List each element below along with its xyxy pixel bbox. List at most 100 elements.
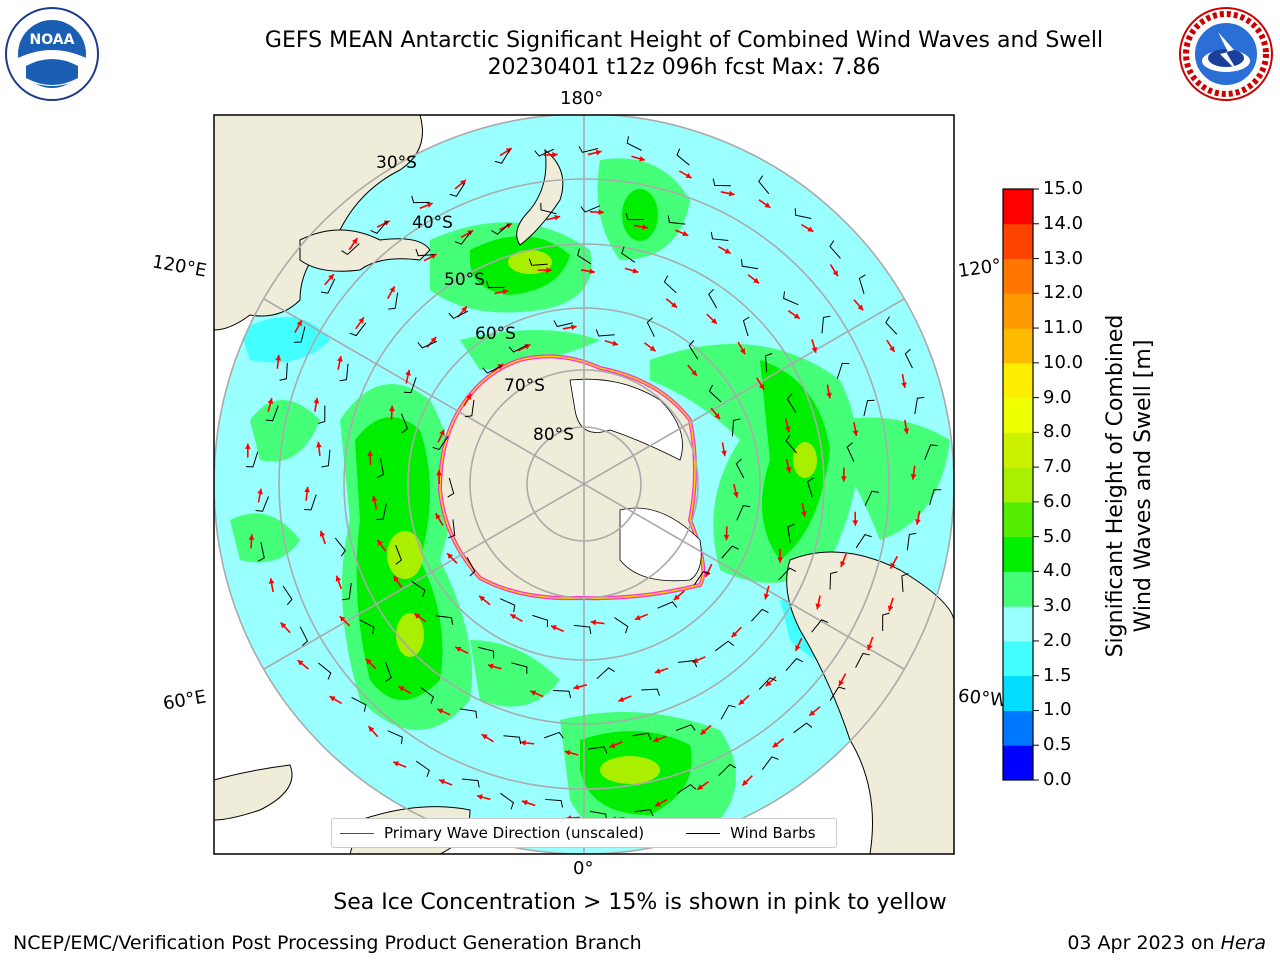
colorbar-tick-label: 14.0 — [1043, 212, 1084, 234]
wave-arrow-head — [673, 594, 680, 601]
wind-barb — [387, 730, 403, 745]
wind-barb — [349, 322, 367, 337]
wind-barb — [855, 652, 870, 668]
wave-arrow-head — [697, 784, 704, 790]
wave-arrow-head — [520, 739, 526, 746]
wind-barb — [491, 223, 510, 235]
wave-arrow-head — [351, 238, 358, 245]
wind-barbs — [245, 136, 942, 822]
wind-barb — [494, 149, 511, 164]
colorbar-tick-label: 6.0 — [1043, 490, 1072, 512]
wave-arrow-head — [368, 726, 375, 733]
wind-barb — [435, 615, 454, 625]
wind-barb — [500, 792, 515, 810]
wind-barb — [710, 231, 729, 242]
wind-barb — [464, 399, 475, 418]
colorbar-segment-6 — [1003, 536, 1033, 572]
wind-barb — [715, 640, 735, 652]
wind-barb — [787, 523, 795, 543]
wind-barb — [675, 724, 696, 731]
lat-label-40s: 40°S — [412, 213, 453, 233]
wind-barb — [257, 542, 265, 562]
wave-arrow-head — [337, 356, 343, 362]
wind-barb — [761, 756, 779, 770]
wind-barb — [411, 580, 426, 597]
noaa-logo: NOAA — [5, 7, 99, 101]
wave-arrow-head — [365, 658, 372, 665]
colorbar-tick-label: 1.5 — [1043, 664, 1072, 686]
colorbar-tick-label: 5.0 — [1043, 525, 1072, 547]
wave-arrow-head — [328, 274, 334, 280]
wind-barb — [477, 646, 495, 659]
map-frame — [213, 114, 955, 855]
wave-arrow-head — [398, 686, 405, 692]
wave-arrow-head — [589, 268, 595, 275]
colorbar-tick-label: 2.0 — [1043, 629, 1072, 651]
wave-arrow-head — [910, 474, 917, 480]
wind-barb — [885, 316, 898, 335]
wave-arrow-head — [901, 382, 907, 388]
wave-arrow-head — [838, 680, 844, 687]
wind-barb — [385, 662, 392, 683]
wind-barb — [588, 746, 608, 754]
wave-arrow-head — [313, 397, 320, 404]
wind-barb — [786, 393, 797, 413]
wind-barb — [359, 619, 375, 635]
wave-arrow-head — [598, 209, 604, 216]
wave-arrow-head — [389, 286, 395, 293]
wave-arrow-head — [653, 736, 660, 743]
legend-item-wind-barbs: Wind Barbs — [686, 824, 816, 842]
lat-label-30s: 30°S — [376, 153, 417, 173]
wind-barb — [460, 708, 478, 719]
wave-arrow-head — [811, 346, 818, 353]
wind-barb — [595, 329, 615, 337]
wind-barb — [370, 220, 388, 234]
colorbar-frame — [1002, 188, 1034, 781]
colorbar-segment-3 — [1003, 640, 1033, 677]
colorbar-segment-7 — [1003, 501, 1033, 538]
map-legend: Primary Wave Direction (unscaled) Wind B… — [331, 818, 837, 848]
wind-barb — [534, 148, 554, 157]
wave-arrow-head — [733, 491, 739, 498]
colorbar-segment-2 — [1003, 675, 1033, 711]
wind-barb — [466, 557, 476, 577]
wave-arrow-head — [753, 277, 760, 284]
chart-title: GEFS MEAN Antarctic Significant Height o… — [264, 28, 1104, 53]
wind-barb — [545, 798, 564, 808]
wind-barb — [667, 215, 686, 225]
wind-barb — [731, 418, 741, 437]
colorbar-segment-12 — [1003, 328, 1033, 364]
wind-barb — [377, 458, 385, 479]
wave-arrow-head — [335, 575, 342, 582]
colorbar-tick-label: 11.0 — [1043, 317, 1084, 339]
lat-label-50s: 50°S — [444, 270, 485, 290]
wave-arrow-head — [439, 429, 445, 436]
wind-barb — [929, 489, 942, 506]
lon-label-0: 0° — [573, 858, 594, 879]
wave-arrow-head — [639, 155, 645, 162]
wave-arrow-head — [784, 426, 791, 433]
colorbar-segment-14 — [1003, 258, 1033, 294]
wave-arrow-head — [682, 230, 689, 237]
wind-barb — [721, 545, 739, 559]
wave-arrow-head — [903, 428, 910, 434]
wind-barb — [829, 571, 838, 590]
wave-arrow-head — [554, 214, 561, 221]
wind-barb — [657, 601, 678, 609]
wave-arrow-head — [487, 663, 494, 670]
wind-barb — [482, 365, 502, 374]
nws-logo — [1179, 7, 1273, 101]
wind-barb — [765, 353, 773, 372]
wave-arrow-head — [590, 619, 597, 626]
wave-arrow-head — [476, 794, 483, 800]
wave-arrow-head — [573, 684, 580, 690]
wind-barb — [626, 136, 642, 151]
wave-arrow-head — [481, 734, 488, 740]
wave-arrow-head — [521, 799, 528, 806]
wave-arrow-head — [612, 340, 619, 346]
wave-arrow-head — [267, 398, 274, 404]
lat-label-70s: 70°S — [504, 376, 545, 396]
wind-barb — [432, 436, 449, 451]
wind-barb — [265, 405, 279, 422]
